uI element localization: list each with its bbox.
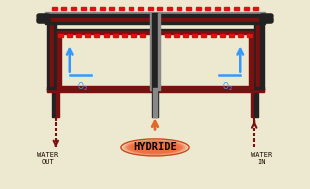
Ellipse shape xyxy=(131,141,179,153)
Bar xyxy=(224,7,229,10)
Text: WATER
OUT: WATER OUT xyxy=(38,152,59,165)
Bar xyxy=(247,34,252,37)
Text: HYDRIDE: HYDRIDE xyxy=(133,143,177,152)
Bar xyxy=(122,34,127,37)
Ellipse shape xyxy=(129,141,181,154)
Bar xyxy=(58,34,63,37)
Bar xyxy=(202,34,206,37)
Bar xyxy=(129,7,134,10)
Bar xyxy=(174,34,179,37)
Bar xyxy=(52,7,57,10)
Bar xyxy=(167,7,172,10)
Bar xyxy=(196,7,201,10)
Bar xyxy=(183,34,188,37)
Bar xyxy=(109,7,114,10)
Bar xyxy=(210,34,215,37)
Bar xyxy=(95,34,100,37)
Bar xyxy=(192,34,197,37)
Bar xyxy=(67,34,72,37)
Ellipse shape xyxy=(127,140,183,154)
Text: O$_2$: O$_2$ xyxy=(77,80,88,93)
Bar xyxy=(138,7,143,10)
Bar xyxy=(148,7,153,10)
Text: O$_2$: O$_2$ xyxy=(222,80,233,93)
Bar xyxy=(140,34,145,37)
Bar xyxy=(113,34,118,37)
Bar xyxy=(176,7,181,10)
Bar xyxy=(165,34,170,37)
Bar xyxy=(119,7,124,10)
Bar xyxy=(157,7,162,10)
Bar xyxy=(186,7,191,10)
Text: WATER
IN: WATER IN xyxy=(251,152,272,165)
Ellipse shape xyxy=(125,140,185,155)
Ellipse shape xyxy=(123,139,187,155)
Bar xyxy=(81,7,86,10)
Bar xyxy=(220,34,225,37)
Bar xyxy=(90,7,95,10)
Bar xyxy=(61,7,66,10)
Ellipse shape xyxy=(121,139,189,156)
Bar xyxy=(85,34,90,37)
Bar xyxy=(238,34,243,37)
Bar xyxy=(205,7,210,10)
Bar xyxy=(71,7,76,10)
Bar xyxy=(76,34,81,37)
Bar xyxy=(100,7,105,10)
Bar xyxy=(229,34,234,37)
Bar xyxy=(244,7,249,10)
Bar xyxy=(131,34,136,37)
Bar xyxy=(104,34,108,37)
Bar xyxy=(234,7,239,10)
Bar xyxy=(215,7,220,10)
Bar xyxy=(253,7,258,10)
